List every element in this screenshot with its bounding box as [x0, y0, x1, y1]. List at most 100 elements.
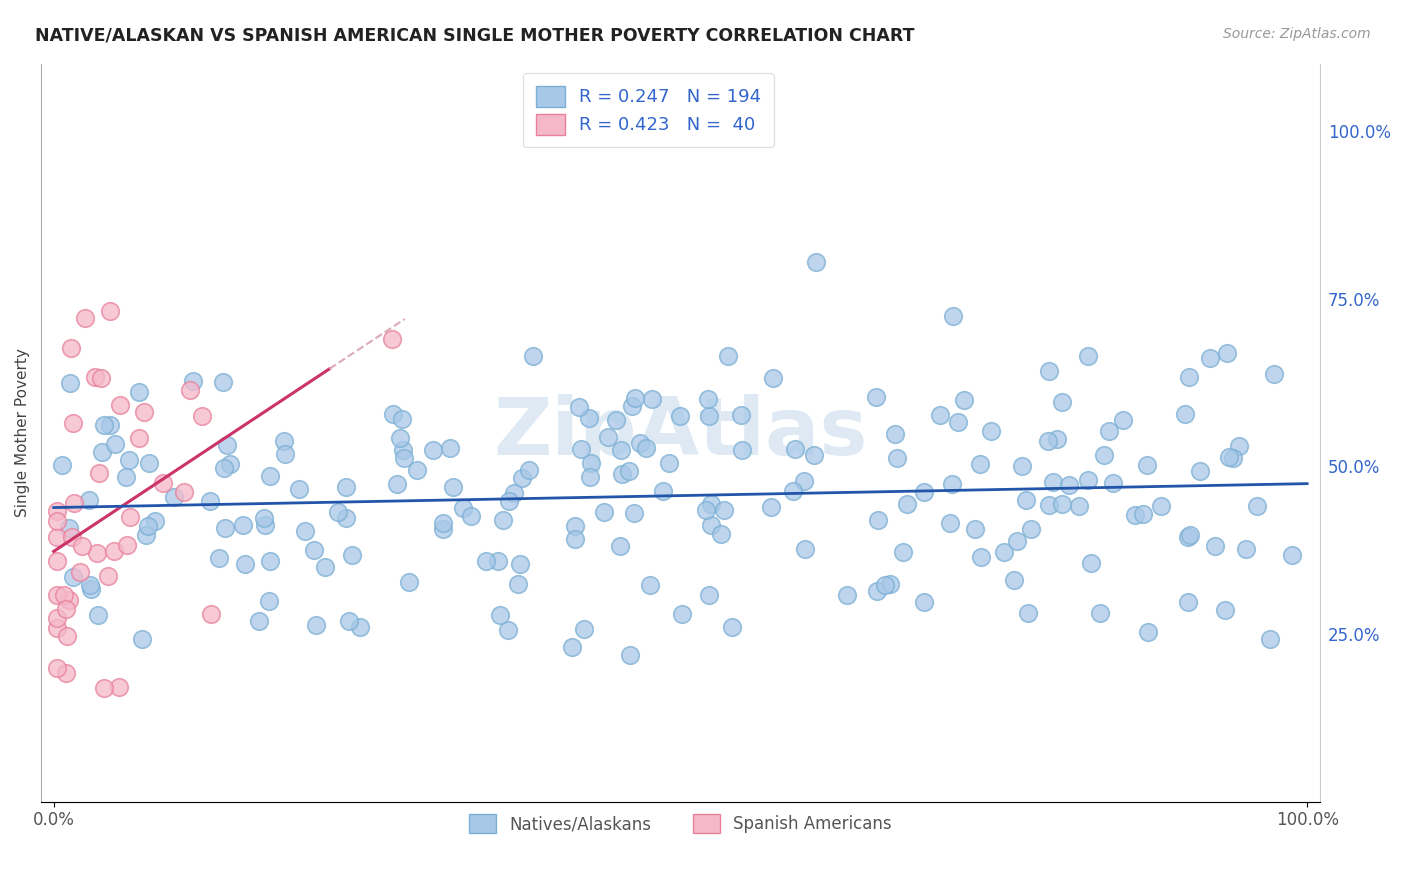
Point — [314, 559, 336, 574]
Point — [83, 369, 105, 384]
Point — [46, 588, 69, 602]
Point — [1132, 507, 1154, 521]
Point — [1017, 606, 1039, 620]
Point — [326, 506, 349, 520]
Point — [385, 477, 408, 491]
Point — [1218, 450, 1240, 464]
Point — [254, 518, 277, 533]
Point — [86, 608, 108, 623]
Point — [762, 371, 785, 385]
Point — [1011, 458, 1033, 473]
Point — [179, 383, 201, 397]
Point — [508, 577, 530, 591]
Point — [1005, 533, 1028, 548]
Point — [198, 494, 221, 508]
Point — [837, 588, 859, 602]
Point — [963, 522, 986, 536]
Point — [1014, 493, 1036, 508]
Point — [941, 309, 963, 323]
Point — [803, 449, 825, 463]
Point — [190, 409, 212, 424]
Point — [623, 391, 645, 405]
Point — [451, 501, 474, 516]
Point — [389, 431, 412, 445]
Point — [1258, 632, 1281, 646]
Point — [1174, 408, 1197, 422]
Point — [214, 461, 236, 475]
Point — [891, 545, 914, 559]
Point — [568, 400, 591, 414]
Point — [55, 665, 77, 680]
Point — [730, 408, 752, 422]
Point — [181, 374, 204, 388]
Point — [135, 528, 157, 542]
Point — [163, 490, 186, 504]
Point — [806, 254, 828, 268]
Text: NATIVE/ALASKAN VS SPANISH AMERICAN SINGLE MOTHER POVERTY CORRELATION CHART: NATIVE/ALASKAN VS SPANISH AMERICAN SINGL… — [35, 27, 915, 45]
Point — [382, 408, 405, 422]
Point — [98, 303, 121, 318]
Point — [1038, 364, 1060, 378]
Point — [875, 578, 897, 592]
Point — [1098, 425, 1121, 439]
Point — [46, 621, 69, 635]
Point — [134, 404, 156, 418]
Point — [422, 443, 444, 458]
Point — [273, 434, 295, 449]
Point — [1019, 522, 1042, 536]
Point — [641, 392, 664, 406]
Point — [128, 384, 150, 399]
Point — [1052, 394, 1074, 409]
Point — [1150, 500, 1173, 514]
Point — [391, 412, 413, 426]
Point — [929, 408, 952, 422]
Point — [669, 409, 692, 423]
Point — [46, 514, 69, 528]
Point — [717, 349, 740, 363]
Point — [108, 680, 131, 694]
Point — [128, 430, 150, 444]
Point — [993, 545, 1015, 559]
Point — [671, 607, 693, 621]
Point — [115, 470, 138, 484]
Point — [794, 541, 817, 556]
Point — [349, 620, 371, 634]
Point — [335, 511, 357, 525]
Point — [628, 435, 651, 450]
Text: ZipAtlas: ZipAtlas — [494, 393, 868, 472]
Point — [215, 438, 238, 452]
Point — [46, 661, 69, 675]
Point — [439, 441, 461, 455]
Point — [441, 480, 464, 494]
Point — [561, 640, 583, 655]
Point — [104, 437, 127, 451]
Point — [914, 595, 936, 609]
Point — [793, 474, 815, 488]
Point — [58, 593, 80, 607]
Point — [288, 482, 311, 496]
Point — [46, 530, 69, 544]
Point — [759, 500, 782, 515]
Point — [619, 648, 641, 662]
Point — [97, 569, 120, 583]
Point — [200, 607, 222, 621]
Point — [208, 551, 231, 566]
Point — [605, 413, 627, 427]
Point — [1076, 473, 1098, 487]
Point — [782, 484, 804, 499]
Point — [211, 376, 233, 390]
Point — [274, 447, 297, 461]
Point — [79, 578, 101, 592]
Point — [51, 458, 73, 473]
Point — [475, 554, 498, 568]
Point — [53, 588, 76, 602]
Point — [247, 614, 270, 628]
Point — [939, 516, 962, 530]
Point — [62, 416, 84, 430]
Point — [980, 424, 1002, 438]
Point — [1038, 434, 1060, 448]
Point — [89, 370, 111, 384]
Point — [118, 452, 141, 467]
Point — [699, 518, 721, 533]
Point — [1057, 478, 1080, 492]
